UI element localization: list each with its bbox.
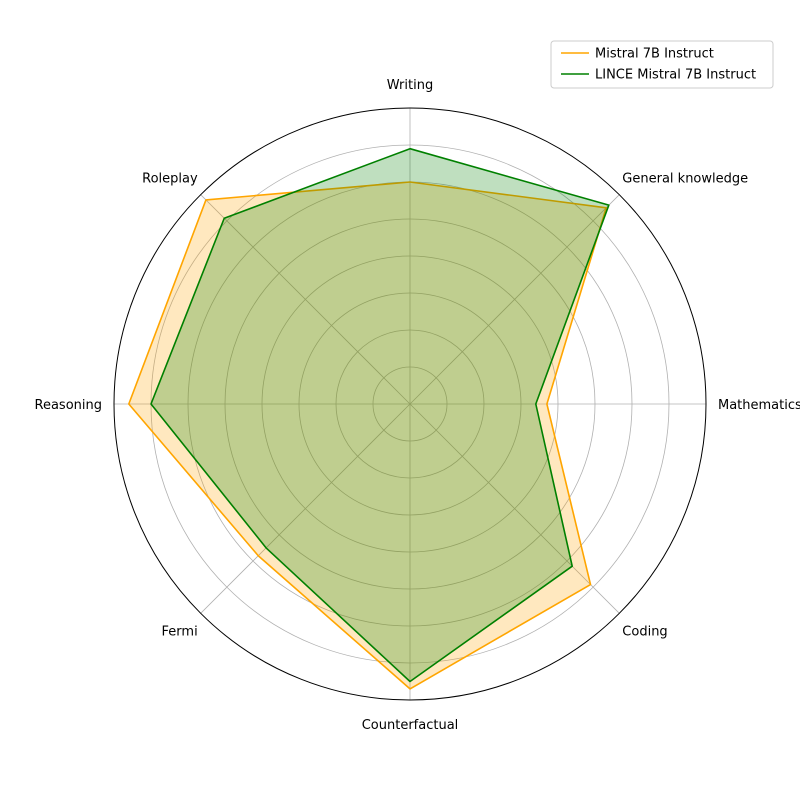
axis-spokes [114, 108, 706, 700]
spoke-line [409, 403, 620, 614]
series-group [128, 147, 610, 690]
series-line-mistral [128, 181, 608, 690]
axis-label-mathematics: Mathematics [718, 398, 800, 413]
axis-label-counterfactual: Counterfactual [362, 718, 459, 733]
series-fill-mistral [128, 182, 607, 689]
spoke-line [200, 403, 411, 614]
axis-label-coding: Coding [622, 624, 667, 639]
axis-label-writing: Writing [387, 78, 433, 93]
series-line-lince [150, 147, 610, 683]
axis-label-roleplay: Roleplay [142, 172, 198, 187]
legend-label-mistral: Mistral 7B Instruct [595, 47, 714, 62]
axis-labels: Writing General knowledge Mathematics Codin… [35, 78, 800, 733]
legend-frame [550, 40, 774, 89]
outer-frame-circle [113, 107, 707, 701]
spoke-line [200, 194, 411, 405]
legend-label-lince: LINCE Mistral 7B Instruct [595, 68, 756, 83]
series-fill-lince [151, 148, 609, 682]
axis-label-general-knowledge: General knowledge [622, 172, 748, 187]
spoke-line [409, 194, 620, 405]
axis-label-reasoning: Reasoning [35, 398, 102, 413]
legend: Mistral 7B Instruct LINCE Mistral 7B Ins… [550, 40, 774, 89]
axis-label-fermi: Fermi [162, 624, 198, 639]
